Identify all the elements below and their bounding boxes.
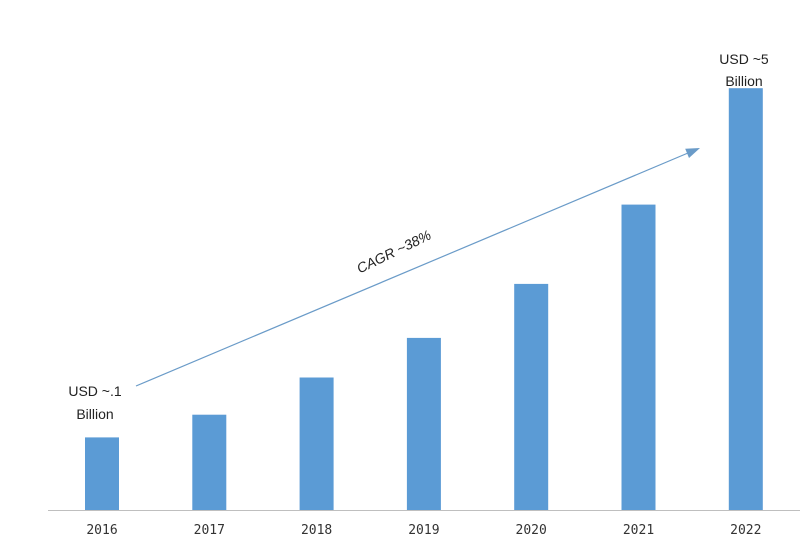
bar-2018 <box>299 377 334 510</box>
bar-2022 <box>728 88 763 510</box>
end-value-label-line1: USD ~5 <box>719 51 769 67</box>
x-tick-label-2018: 2018 <box>301 523 332 538</box>
end-value-label-line2: Billion <box>725 73 762 89</box>
bar-2017 <box>192 414 227 510</box>
x-tick-labels: 2016 2017 2018 2019 2020 2021 2022 <box>86 523 761 538</box>
x-tick-label-2020: 2020 <box>516 523 547 538</box>
x-tick-label-2022: 2022 <box>730 523 761 538</box>
bars-group <box>85 88 763 510</box>
x-tick-label-2021: 2021 <box>623 523 654 538</box>
bar-2020 <box>514 283 549 510</box>
x-tick-label-2019: 2019 <box>408 523 439 538</box>
cagr-arrow <box>135 148 700 387</box>
x-tick-label-2017: 2017 <box>194 523 225 538</box>
start-value-label-line2: Billion <box>76 406 113 422</box>
cagr-arrow-line <box>135 152 689 387</box>
start-value-label-line1: USD ~.1 <box>68 383 122 399</box>
x-tick-label-2016: 2016 <box>86 523 117 538</box>
cagr-arrow-head <box>685 148 700 158</box>
bar-2016 <box>85 437 119 510</box>
bar-2019 <box>406 337 441 510</box>
bar-2021 <box>621 204 656 510</box>
cagr-label: CAGR ~38% <box>354 227 433 277</box>
